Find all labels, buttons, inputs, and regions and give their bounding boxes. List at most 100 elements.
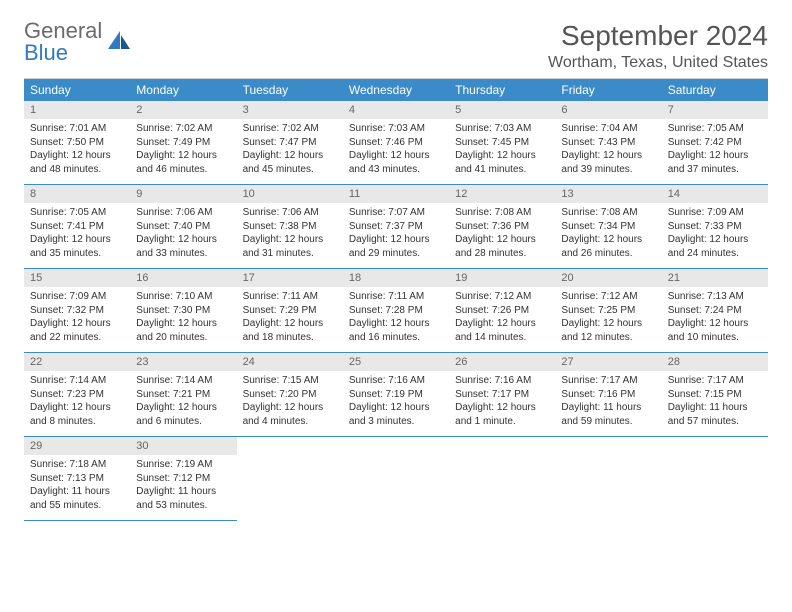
sunset-text: Sunset: 7:12 PM	[136, 472, 230, 486]
calendar-cell: 2Sunrise: 7:02 AMSunset: 7:49 PMDaylight…	[130, 101, 236, 185]
day-body: Sunrise: 7:18 AMSunset: 7:13 PMDaylight:…	[24, 455, 130, 512]
sunrise-text: Sunrise: 7:13 AM	[668, 290, 762, 304]
sunset-text: Sunset: 7:41 PM	[30, 220, 124, 234]
calendar-cell: 17Sunrise: 7:11 AMSunset: 7:29 PMDayligh…	[237, 269, 343, 353]
sunset-text: Sunset: 7:40 PM	[136, 220, 230, 234]
dayhead-friday: Friday	[555, 79, 661, 101]
sunrise-text: Sunrise: 7:16 AM	[349, 374, 443, 388]
daylight-text: Daylight: 11 hours and 53 minutes.	[136, 485, 230, 512]
day-body: Sunrise: 7:04 AMSunset: 7:43 PMDaylight:…	[555, 119, 661, 176]
day-number: 5	[449, 101, 555, 119]
sunrise-text: Sunrise: 7:05 AM	[668, 122, 762, 136]
dayhead-monday: Monday	[130, 79, 236, 101]
sunset-text: Sunset: 7:21 PM	[136, 388, 230, 402]
day-body: Sunrise: 7:19 AMSunset: 7:12 PMDaylight:…	[130, 455, 236, 512]
calendar-cell: 19Sunrise: 7:12 AMSunset: 7:26 PMDayligh…	[449, 269, 555, 353]
sunset-text: Sunset: 7:17 PM	[455, 388, 549, 402]
sunrise-text: Sunrise: 7:02 AM	[136, 122, 230, 136]
calendar-cell: 14Sunrise: 7:09 AMSunset: 7:33 PMDayligh…	[662, 185, 768, 269]
daylight-text: Daylight: 11 hours and 57 minutes.	[668, 401, 762, 428]
sunrise-text: Sunrise: 7:14 AM	[30, 374, 124, 388]
calendar-cell: 27Sunrise: 7:17 AMSunset: 7:16 PMDayligh…	[555, 353, 661, 437]
daylight-text: Daylight: 12 hours and 39 minutes.	[561, 149, 655, 176]
day-number: 6	[555, 101, 661, 119]
daylight-text: Daylight: 12 hours and 43 minutes.	[349, 149, 443, 176]
sunrise-text: Sunrise: 7:12 AM	[561, 290, 655, 304]
calendar-cell: 12Sunrise: 7:08 AMSunset: 7:36 PMDayligh…	[449, 185, 555, 269]
sunset-text: Sunset: 7:20 PM	[243, 388, 337, 402]
calendar-cell: 15Sunrise: 7:09 AMSunset: 7:32 PMDayligh…	[24, 269, 130, 353]
daylight-text: Daylight: 12 hours and 10 minutes.	[668, 317, 762, 344]
sunrise-text: Sunrise: 7:08 AM	[455, 206, 549, 220]
day-body: Sunrise: 7:13 AMSunset: 7:24 PMDaylight:…	[662, 287, 768, 344]
calendar-cell: 30Sunrise: 7:19 AMSunset: 7:12 PMDayligh…	[130, 437, 236, 521]
calendar-cell: 13Sunrise: 7:08 AMSunset: 7:34 PMDayligh…	[555, 185, 661, 269]
daylight-text: Daylight: 12 hours and 29 minutes.	[349, 233, 443, 260]
day-body: Sunrise: 7:14 AMSunset: 7:21 PMDaylight:…	[130, 371, 236, 428]
sunrise-text: Sunrise: 7:11 AM	[243, 290, 337, 304]
daylight-text: Daylight: 12 hours and 1 minute.	[455, 401, 549, 428]
day-number: 23	[130, 353, 236, 371]
daylight-text: Daylight: 12 hours and 28 minutes.	[455, 233, 549, 260]
day-number: 30	[130, 437, 236, 455]
daylight-text: Daylight: 12 hours and 14 minutes.	[455, 317, 549, 344]
sunset-text: Sunset: 7:42 PM	[668, 136, 762, 150]
day-body: Sunrise: 7:05 AMSunset: 7:42 PMDaylight:…	[662, 119, 768, 176]
calendar-cell: 20Sunrise: 7:12 AMSunset: 7:25 PMDayligh…	[555, 269, 661, 353]
title-location: Wortham, Texas, United States	[548, 54, 768, 72]
sail-icon	[106, 29, 132, 56]
sunrise-text: Sunrise: 7:02 AM	[243, 122, 337, 136]
dayhead-wednesday: Wednesday	[343, 79, 449, 101]
calendar-cell: 1Sunrise: 7:01 AMSunset: 7:50 PMDaylight…	[24, 101, 130, 185]
daylight-text: Daylight: 12 hours and 46 minutes.	[136, 149, 230, 176]
calendar-cell: 11Sunrise: 7:07 AMSunset: 7:37 PMDayligh…	[343, 185, 449, 269]
dayhead-tuesday: Tuesday	[237, 79, 343, 101]
daylight-text: Daylight: 12 hours and 3 minutes.	[349, 401, 443, 428]
day-body: Sunrise: 7:09 AMSunset: 7:32 PMDaylight:…	[24, 287, 130, 344]
sunset-text: Sunset: 7:16 PM	[561, 388, 655, 402]
calendar-cell: 8Sunrise: 7:05 AMSunset: 7:41 PMDaylight…	[24, 185, 130, 269]
day-number: 28	[662, 353, 768, 371]
daylight-text: Daylight: 12 hours and 33 minutes.	[136, 233, 230, 260]
sunset-text: Sunset: 7:47 PM	[243, 136, 337, 150]
sunset-text: Sunset: 7:23 PM	[30, 388, 124, 402]
day-body: Sunrise: 7:03 AMSunset: 7:45 PMDaylight:…	[449, 119, 555, 176]
sunrise-text: Sunrise: 7:19 AM	[136, 458, 230, 472]
day-body: Sunrise: 7:03 AMSunset: 7:46 PMDaylight:…	[343, 119, 449, 176]
header: General Blue September 2024 Wortham, Tex…	[24, 20, 768, 72]
daylight-text: Daylight: 12 hours and 16 minutes.	[349, 317, 443, 344]
day-number: 24	[237, 353, 343, 371]
sunset-text: Sunset: 7:26 PM	[455, 304, 549, 318]
daylight-text: Daylight: 12 hours and 48 minutes.	[30, 149, 124, 176]
day-number: 9	[130, 185, 236, 203]
sunrise-text: Sunrise: 7:08 AM	[561, 206, 655, 220]
day-number: 12	[449, 185, 555, 203]
sunset-text: Sunset: 7:38 PM	[243, 220, 337, 234]
sunset-text: Sunset: 7:34 PM	[561, 220, 655, 234]
sunrise-text: Sunrise: 7:17 AM	[561, 374, 655, 388]
daylight-text: Daylight: 12 hours and 18 minutes.	[243, 317, 337, 344]
day-number: 10	[237, 185, 343, 203]
sunset-text: Sunset: 7:37 PM	[349, 220, 443, 234]
daylight-text: Daylight: 12 hours and 45 minutes.	[243, 149, 337, 176]
sunrise-text: Sunrise: 7:17 AM	[668, 374, 762, 388]
dayhead-saturday: Saturday	[662, 79, 768, 101]
calendar-cell	[662, 437, 768, 521]
calendar-cell: 25Sunrise: 7:16 AMSunset: 7:19 PMDayligh…	[343, 353, 449, 437]
day-number: 21	[662, 269, 768, 287]
sunset-text: Sunset: 7:13 PM	[30, 472, 124, 486]
logo: General Blue	[24, 20, 132, 64]
day-number: 26	[449, 353, 555, 371]
daylight-text: Daylight: 12 hours and 31 minutes.	[243, 233, 337, 260]
calendar-cell: 24Sunrise: 7:15 AMSunset: 7:20 PMDayligh…	[237, 353, 343, 437]
title-month: September 2024	[548, 20, 768, 52]
daylight-text: Daylight: 12 hours and 8 minutes.	[30, 401, 124, 428]
sunset-text: Sunset: 7:46 PM	[349, 136, 443, 150]
daylight-text: Daylight: 12 hours and 24 minutes.	[668, 233, 762, 260]
day-number: 1	[24, 101, 130, 119]
day-body: Sunrise: 7:14 AMSunset: 7:23 PMDaylight:…	[24, 371, 130, 428]
calendar-cell: 18Sunrise: 7:11 AMSunset: 7:28 PMDayligh…	[343, 269, 449, 353]
day-body: Sunrise: 7:06 AMSunset: 7:40 PMDaylight:…	[130, 203, 236, 260]
day-number: 25	[343, 353, 449, 371]
daylight-text: Daylight: 12 hours and 41 minutes.	[455, 149, 549, 176]
